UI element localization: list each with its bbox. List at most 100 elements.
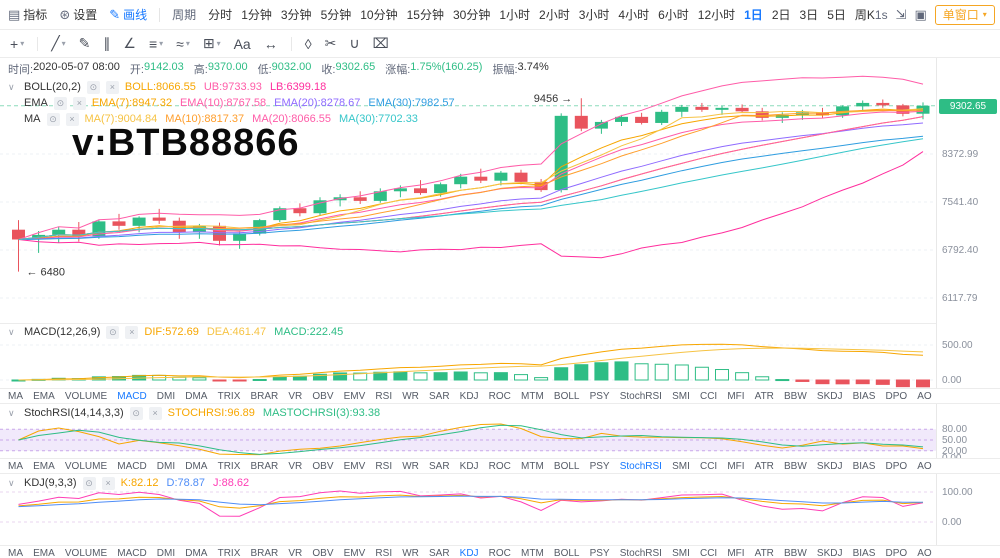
indicator-settings-icon[interactable]: ⊙ (82, 476, 96, 490)
tab-KDJ[interactable]: KDJ (459, 547, 479, 558)
tab-VOLUME[interactable]: VOLUME (64, 390, 108, 402)
timeframe-4小时[interactable]: 4小时 (618, 8, 650, 22)
window-mode-button[interactable]: 单窗口 ▾ (934, 4, 995, 25)
macd-chart-svg[interactable] (0, 340, 936, 388)
collapse-icon[interactable]: ∨ (8, 477, 15, 488)
tab-MTM[interactable]: MTM (521, 547, 544, 558)
tab-DMI[interactable]: DMI (156, 547, 176, 558)
tab-SAR[interactable]: SAR (428, 390, 450, 402)
indicator-settings-icon[interactable]: ⊙ (86, 80, 100, 94)
tab-RSI[interactable]: RSI (375, 390, 393, 402)
tab-EMA[interactable]: EMA (33, 460, 55, 472)
text-icon[interactable]: Aa (234, 36, 251, 52)
tab-EMA[interactable]: EMA (33, 547, 55, 558)
tab-DPO[interactable]: DPO (885, 547, 908, 558)
tab-BBW[interactable]: BBW (784, 390, 807, 402)
tab-TRIX[interactable]: TRIX (217, 390, 241, 402)
tab-VOLUME[interactable]: VOLUME (64, 460, 108, 472)
tab-BOLL[interactable]: BOLL (553, 390, 580, 402)
measure-icon[interactable]: ↔ (264, 36, 278, 52)
tab-VR[interactable]: VR (288, 547, 303, 558)
tab-BIAS[interactable]: BIAS (852, 460, 876, 472)
tab-MA[interactable]: MA (8, 547, 23, 558)
indicator-close-icon[interactable]: × (72, 96, 86, 110)
tab-CCI[interactable]: CCI (699, 547, 718, 558)
tab-SAR[interactable]: SAR (428, 460, 450, 472)
channel-icon[interactable]: ∥ (103, 35, 110, 52)
tab-MTM[interactable]: MTM (521, 460, 544, 472)
tab-WR[interactable]: WR (402, 460, 419, 472)
tab-DMA[interactable]: DMA (185, 390, 208, 402)
timeframe-3分钟[interactable]: 3分钟 (280, 8, 312, 22)
indicator-settings-icon[interactable]: ⊙ (53, 96, 67, 110)
magnet-icon[interactable]: ∪ (349, 35, 359, 52)
kdj-chart-svg[interactable] (0, 490, 936, 545)
timeframe-2日[interactable]: 2日 (771, 8, 791, 22)
collapse-icon[interactable]: ∨ (8, 407, 15, 418)
tab-BOLL[interactable]: BOLL (553, 547, 580, 558)
tab-BBW[interactable]: BBW (784, 547, 807, 558)
stochrsi-chart-svg[interactable] (0, 420, 936, 458)
timeframe-1小时[interactable]: 1小时 (499, 8, 531, 22)
tab-ROC[interactable]: ROC (488, 390, 511, 402)
tab-SMI[interactable]: SMI (672, 547, 690, 558)
tab-BRAR[interactable]: BRAR (250, 547, 279, 558)
timeframe-12小时[interactable]: 12小时 (697, 8, 736, 22)
timeframe-30分钟[interactable]: 30分钟 (452, 8, 491, 22)
collapse-icon[interactable]: ∨ (8, 326, 15, 337)
indicator-settings-icon[interactable]: ⊙ (106, 325, 120, 339)
tab-ROC[interactable]: ROC (488, 460, 511, 472)
tab-BIAS[interactable]: BIAS (852, 390, 876, 402)
timeframe-分时[interactable]: 分时 (208, 8, 233, 22)
brush-icon[interactable]: ✎ (79, 35, 91, 52)
tab-ATR[interactable]: ATR (754, 390, 774, 402)
tab-PSY[interactable]: PSY (589, 390, 610, 402)
scale-icon[interactable]: ⇲ (895, 6, 907, 22)
timeframe-5分钟[interactable]: 5分钟 (320, 8, 352, 22)
tab-VR[interactable]: VR (288, 390, 303, 402)
tab-AO[interactable]: AO (917, 547, 932, 558)
tab-MA[interactable]: MA (8, 460, 23, 472)
tab-DMI[interactable]: DMI (156, 460, 176, 472)
indicator-settings-icon[interactable]: ⊙ (129, 406, 143, 420)
tab-BBW[interactable]: BBW (784, 460, 807, 472)
grid-icon[interactable]: ⊞ ▾ (203, 35, 221, 52)
timeframe-10分钟[interactable]: 10分钟 (360, 8, 398, 22)
tab-DMI[interactable]: DMI (156, 390, 176, 402)
indicator-settings-icon[interactable]: ⊙ (46, 112, 60, 126)
tab-KDJ[interactable]: KDJ (459, 390, 479, 402)
tab-TRIX[interactable]: TRIX (217, 547, 241, 558)
trend-line-icon[interactable]: ╱ ▾ (51, 35, 65, 52)
timeframe-15分钟[interactable]: 15分钟 (406, 8, 444, 22)
tab-EMA[interactable]: EMA (33, 390, 55, 402)
main-chart-svg[interactable]: 9456 → ← 6480 (0, 58, 936, 323)
tab-RSI[interactable]: RSI (375, 460, 393, 472)
tab-SMI[interactable]: SMI (672, 460, 690, 472)
indicator-close-icon[interactable]: × (65, 112, 79, 126)
tab-WR[interactable]: WR (402, 547, 419, 558)
fullscreen-icon[interactable]: ▣ (914, 6, 927, 22)
indicator-close-icon[interactable]: × (148, 406, 162, 420)
tab-StochRSI[interactable]: StochRSI (619, 460, 662, 472)
tab-ATR[interactable]: ATR (754, 460, 774, 472)
tab-BRAR[interactable]: BRAR (250, 460, 279, 472)
tab-BOLL[interactable]: BOLL (553, 460, 580, 472)
tab-StochRSI[interactable]: StochRSI (619, 547, 662, 558)
tab-MA[interactable]: MA (8, 390, 23, 402)
tab-SKDJ[interactable]: SKDJ (816, 460, 843, 472)
timeframe-1分钟[interactable]: 1分钟 (241, 8, 272, 22)
tab-MACD[interactable]: MACD (117, 390, 147, 402)
tab-MTM[interactable]: MTM (521, 390, 544, 402)
tab-OBV[interactable]: OBV (312, 460, 334, 472)
tab-MFI[interactable]: MFI (727, 390, 745, 402)
timeframe-3日[interactable]: 3日 (799, 8, 819, 22)
timeframe-6小时[interactable]: 6小时 (658, 8, 689, 22)
wave-icon[interactable]: ≈ ▾ (176, 36, 190, 52)
crosshair-icon[interactable]: + ▾ (10, 36, 24, 52)
tab-CCI[interactable]: CCI (699, 390, 718, 402)
tab-DPO[interactable]: DPO (885, 390, 908, 402)
price-axis[interactable]: 8372.99 7541.40 6792.40 6117.79 500.00 0.00 80… (936, 58, 1000, 558)
tab-AO[interactable]: AO (917, 460, 932, 472)
tab-MACD[interactable]: MACD (117, 460, 147, 472)
tab-VOLUME[interactable]: VOLUME (64, 547, 108, 558)
